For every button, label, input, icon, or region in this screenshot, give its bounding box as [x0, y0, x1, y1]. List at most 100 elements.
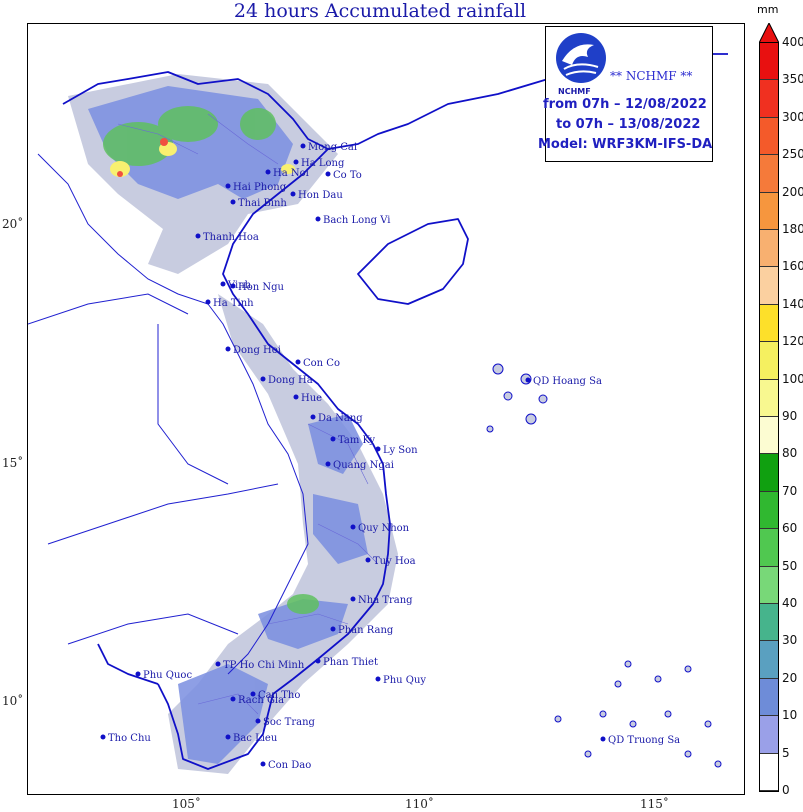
- place-label: Hai Phong: [233, 182, 287, 193]
- colorbar-segment: [760, 491, 778, 530]
- rain-blue: [88, 86, 368, 764]
- place-label: Vinh: [227, 280, 252, 291]
- place-marker: [215, 661, 221, 667]
- colorbar-label: 60: [782, 521, 798, 536]
- colorbar-segment: [760, 566, 778, 604]
- place-label: Rach Gia: [238, 695, 284, 706]
- colorbar-label: 140: [782, 296, 803, 311]
- place-label: Hue: [301, 393, 322, 404]
- colorbar-segment: [760, 80, 778, 118]
- place-label: Ly Son: [383, 445, 418, 456]
- place-marker: [260, 761, 266, 767]
- place-label: Da Nang: [318, 413, 363, 424]
- place-marker: [225, 183, 231, 189]
- colorbar-label: 160: [782, 259, 803, 274]
- colorbar-segment: [760, 192, 778, 230]
- rain-green: [103, 106, 319, 614]
- place-marker: [255, 718, 261, 724]
- place-marker: [260, 376, 266, 382]
- place-marker: [350, 596, 356, 602]
- place-label: Bac Lieu: [233, 733, 278, 744]
- logo-caption: NCHMF: [558, 87, 591, 96]
- place-marker: [230, 696, 236, 702]
- map-title: 24 hours Accumulated rainfall: [233, 0, 527, 22]
- rain-yellow: [110, 142, 295, 177]
- legend-from: from 07h – 12/08/2022: [543, 97, 707, 112]
- place-marker: [230, 283, 236, 289]
- place-label: Co To: [333, 170, 362, 181]
- place-label: Hon Ngu: [238, 282, 285, 293]
- lat-tick-20: 20˚: [2, 217, 24, 231]
- place-label: Phan Rang: [338, 625, 394, 636]
- place-marker: [265, 169, 271, 175]
- place-marker: [600, 736, 606, 742]
- place-marker: [310, 414, 316, 420]
- place-marker: [295, 359, 301, 365]
- colorbar-segment: [760, 43, 778, 81]
- place-label: Phan Thiet: [323, 657, 378, 668]
- nchmf-logo-icon: [556, 33, 606, 83]
- place-marker: [375, 676, 381, 682]
- colorbar-segment: [760, 454, 778, 492]
- colorbar-segment: [760, 753, 778, 791]
- legend-box: NCHMF ** NCHMF ** from 07h – 12/08/2022 …: [538, 26, 713, 162]
- colorbar-segment: [760, 529, 778, 567]
- place-label: Hon Dau: [298, 190, 343, 201]
- lon-tick-110: 110˚: [405, 797, 434, 811]
- province-borders: [28, 153, 309, 675]
- colorbar-label: 5: [782, 745, 790, 760]
- place-marker: [300, 143, 306, 149]
- place-marker: [225, 734, 231, 740]
- place-label: TP Ho Chi Minh: [223, 660, 305, 671]
- place-marker: [330, 436, 336, 442]
- place-label: Bach Long Vi: [323, 215, 390, 226]
- place-label: Tuy Hoa: [373, 556, 416, 567]
- place-marker: [315, 216, 321, 222]
- district-lines: [117, 113, 379, 715]
- place-label: Phu Quy: [383, 675, 426, 686]
- place-marker: [293, 394, 299, 400]
- place-marker: [195, 233, 201, 239]
- colorbar: [759, 42, 779, 792]
- lon-tick-105: 105˚: [172, 797, 201, 811]
- colorbar-segment: [760, 230, 778, 268]
- colorbar-label: 30: [782, 633, 798, 648]
- colorbar-label: 70: [782, 483, 798, 498]
- place-label: Soc Trang: [263, 717, 316, 728]
- place-label: Ha Long: [301, 158, 345, 169]
- place-label: Mong Cai: [308, 142, 357, 153]
- colorbar-label: 250: [782, 147, 803, 162]
- place-label: QD Truong Sa: [608, 735, 680, 746]
- place-label: Thanh Hoa: [203, 232, 259, 243]
- colorbar-label: 400: [782, 35, 803, 49]
- colorbar-segment: [760, 716, 778, 754]
- colorbar-segment: [760, 417, 778, 455]
- rain-red: [117, 138, 168, 177]
- place-marker: [225, 346, 231, 352]
- place-label: Dong Ha: [268, 375, 313, 386]
- place-label: Can Tho: [258, 690, 300, 701]
- colorbar-label: 40: [782, 596, 798, 610]
- place-marker: [100, 734, 106, 740]
- place-marker: [135, 671, 141, 677]
- colorbar-segment: [760, 379, 778, 417]
- colorbar-segment: [760, 267, 778, 305]
- place-marker: [325, 171, 331, 177]
- colorbar-arrow-icon: [759, 23, 779, 43]
- colorbar-label: 10: [782, 708, 798, 723]
- place-label: Nha Trang: [358, 595, 413, 606]
- place-marker: [205, 299, 211, 305]
- colorbar-label: 80: [782, 446, 798, 461]
- colorbar-label: 20: [782, 670, 798, 685]
- place-marker: [330, 626, 336, 632]
- colorbar-label: 300: [782, 109, 803, 124]
- place-label: QD Hoang Sa: [533, 376, 602, 387]
- colorbar-label: 350: [782, 72, 803, 87]
- place-marker: [375, 446, 381, 452]
- colorbar-label: 50: [782, 558, 798, 573]
- legend-to: to 07h – 13/08/2022: [556, 117, 701, 132]
- place-label: Con Dao: [268, 760, 311, 771]
- colorbar-segment: [760, 641, 778, 679]
- place-label: Quy Nhon: [358, 523, 410, 534]
